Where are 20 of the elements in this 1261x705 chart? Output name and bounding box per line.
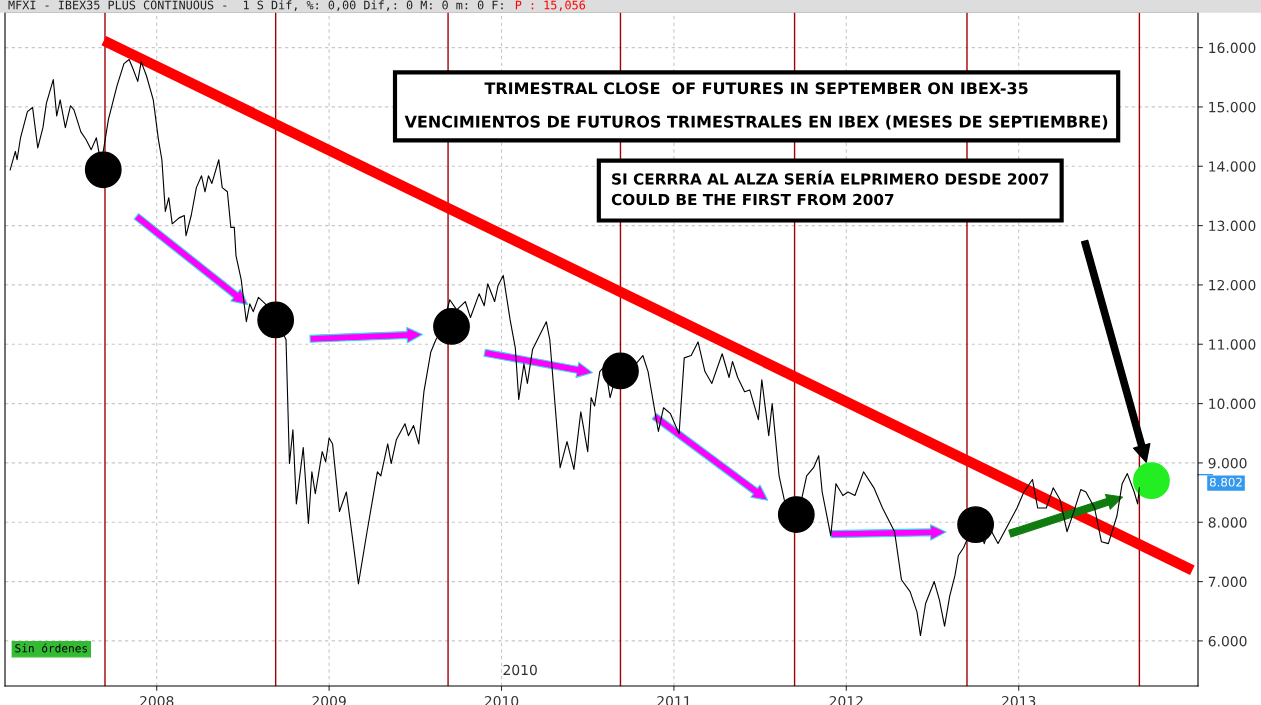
y-tick-label: 6.000 xyxy=(1208,635,1247,647)
point xyxy=(84,151,122,189)
y-tick-label: 9.000 xyxy=(1208,457,1247,469)
annotation: Sin órdenes xyxy=(15,643,88,653)
y-tick-label: 7.000 xyxy=(1208,576,1247,588)
annotation: SI CERRRA AL ALZA SERÍA ELPRIMERO DESDE 2007 COULD BE THE FIRST FROM 2007 xyxy=(611,170,1049,206)
point xyxy=(1133,462,1170,500)
y-tick-label: 16.000 xyxy=(1209,42,1256,54)
chart-subtitle: P : 15,056 xyxy=(515,0,586,11)
y-tick-label: 13.000 xyxy=(1209,220,1256,232)
y-tick-label: 8.000 xyxy=(1208,517,1247,528)
ref-line-label: 8.802 xyxy=(1209,477,1242,487)
y-tick-label: 12.000 xyxy=(1209,279,1256,291)
text: TRIMESTRAL CLOSE OF FUTURES IN SEPTEMBER ON IBEX-35 VENCIMIENTOS DE FUTUROS TRIMESTRALES EN IBEX (MESES DE SEPTIEMBRE) xyxy=(404,82,1108,130)
y-tick-label: 14.000 xyxy=(1209,161,1256,172)
y-tick-label: 10.000 xyxy=(1209,398,1256,410)
annotation: 2010 xyxy=(503,664,537,676)
y-tick-label: 15.000 xyxy=(1209,101,1256,113)
y-tick-label: 11.000 xyxy=(1209,339,1256,350)
chart-title: MFXI - IBEX35 PLUS CONTINUOUS - 1 S Dif, %: 0,00 Dif,: 0 M: 0 m: 0 F: xyxy=(8,0,503,11)
